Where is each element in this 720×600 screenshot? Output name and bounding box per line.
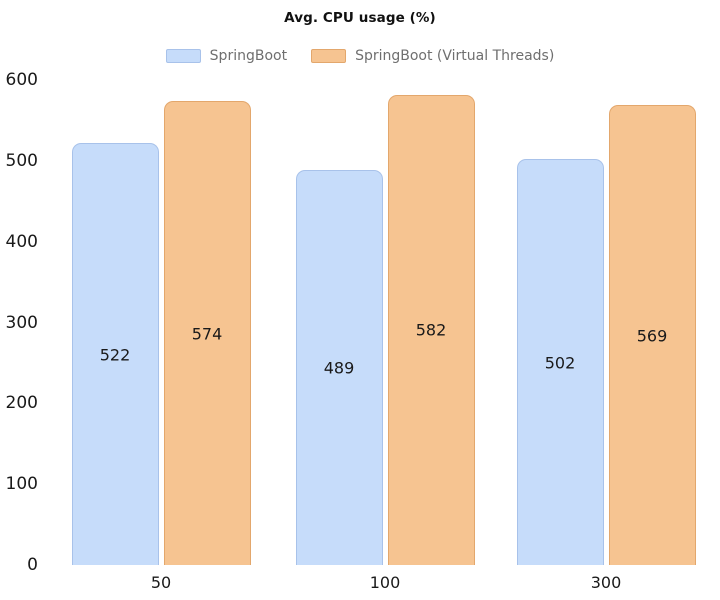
x-tick-label: 50: [150, 573, 172, 592]
chart-title: Avg. CPU usage (%): [284, 10, 436, 26]
bar-value-label: 582: [415, 320, 447, 340]
bar-value-label: 569: [636, 326, 668, 346]
legend-label: SpringBoot (Virtual Threads): [355, 48, 555, 64]
bar-value-label: 502: [544, 353, 576, 373]
bar-springboot-100: 489: [295, 169, 383, 565]
y-tick-label: 200: [5, 393, 38, 414]
legend-swatch-icon: [165, 49, 201, 63]
y-tick-label: 400: [5, 231, 38, 252]
bar-springboot-300: 502: [516, 159, 604, 565]
bar-value-label: 522: [99, 345, 131, 365]
legend-label: SpringBoot: [209, 48, 288, 64]
chart-legend: SpringBoot SpringBoot (Virtual Threads): [0, 46, 720, 66]
y-tick-label: 500: [5, 150, 38, 171]
legend-item-0: SpringBoot: [165, 48, 288, 64]
x-tick-label: 100: [369, 573, 401, 592]
y-tick-label: 300: [5, 312, 38, 333]
legend-swatch-icon: [311, 49, 347, 63]
bar-value-label: 574: [191, 324, 223, 343]
y-tick-label: 600: [5, 70, 38, 90]
bar-virtual-threads-100: 582: [387, 94, 475, 565]
bar-springboot-50: 522: [71, 143, 159, 565]
bar-virtual-threads-50: 574: [163, 101, 251, 565]
legend-item-1: SpringBoot (Virtual Threads): [311, 48, 554, 64]
x-tick-label: 300: [590, 573, 622, 592]
bar-virtual-threads-300: 569: [608, 105, 696, 565]
bar-value-label: 489: [323, 358, 355, 378]
y-tick-label: 0: [27, 555, 38, 575]
y-tick-label: 100: [5, 474, 38, 495]
